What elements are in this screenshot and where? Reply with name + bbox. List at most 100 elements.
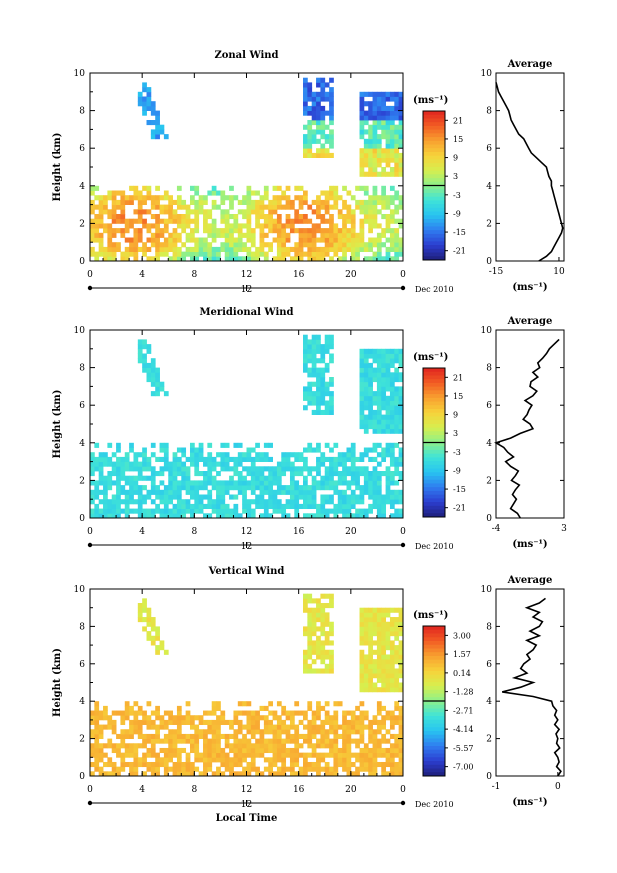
- heatmap-cell: [142, 598, 147, 604]
- heatmap-cell: [176, 466, 182, 472]
- colorbar-segment: [423, 401, 445, 406]
- heatmap-cell: [398, 395, 403, 401]
- y-tick-label: 8: [79, 622, 85, 632]
- heatmap-cell: [94, 503, 100, 509]
- heatmap-cell: [194, 204, 200, 210]
- heatmap-cell: [359, 499, 365, 505]
- heatmap-cell: [346, 480, 352, 486]
- heatmap-cell: [90, 471, 95, 477]
- heatmap-cell: [168, 743, 173, 749]
- heatmap-cell: [159, 757, 165, 763]
- heatmap-cell: [163, 738, 169, 744]
- heatmap-cell: [250, 715, 256, 721]
- heatmap-cell: [159, 724, 165, 730]
- heatmap-cell: [211, 232, 217, 238]
- heatmap-cell: [329, 499, 334, 505]
- heatmap-cell: [329, 91, 334, 97]
- heatmap-cell: [229, 485, 234, 491]
- heatmap-cell: [255, 494, 260, 500]
- heatmap-cell: [276, 503, 282, 509]
- heatmap-cell: [350, 452, 356, 458]
- heatmap-cell: [155, 214, 160, 220]
- heatmap-cell: [320, 372, 326, 378]
- heatmap-cell: [220, 715, 226, 721]
- heatmap-cell: [324, 232, 330, 238]
- heatmap-cell: [142, 344, 147, 350]
- heatmap-cell: [350, 480, 356, 486]
- heatmap-cell: [311, 668, 317, 674]
- heatmap-cell: [181, 214, 187, 220]
- heatmap-cell: [150, 101, 156, 107]
- heatmap-cell: [142, 607, 147, 613]
- heatmap-cell: [276, 195, 282, 201]
- heatmap-cell: [150, 134, 156, 140]
- heatmap-cell: [320, 409, 326, 415]
- heatmap-cell: [389, 96, 395, 102]
- heatmap-cell: [176, 513, 182, 518]
- heatmap-cell: [220, 228, 226, 234]
- heatmap-cell: [303, 391, 308, 397]
- heatmap-cell: [242, 766, 247, 772]
- heatmap-cell: [233, 715, 239, 721]
- day-label: 12: [241, 542, 252, 552]
- heatmap-cell: [394, 414, 400, 420]
- heatmap-cell: [150, 391, 156, 397]
- heatmap-cell: [398, 353, 403, 359]
- heatmap-cell: [316, 645, 321, 651]
- heatmap-cell: [233, 503, 239, 509]
- heatmap-cell: [355, 738, 360, 744]
- heatmap-cell: [124, 733, 130, 740]
- heatmap-cell: [394, 405, 400, 411]
- heatmap-cell: [368, 635, 373, 641]
- heatmap-cell: [94, 214, 100, 220]
- heatmap-cell: [342, 757, 347, 763]
- heatmap-cell: [268, 494, 273, 500]
- heatmap-cell: [394, 91, 400, 97]
- heatmap-cell: [163, 733, 169, 740]
- heatmap-cell: [381, 115, 387, 121]
- heatmap-cell: [129, 766, 134, 772]
- heatmap-cell: [120, 461, 126, 467]
- heatmap-cell: [155, 232, 160, 238]
- heatmap-cell: [233, 461, 239, 467]
- heatmap-cell: [398, 761, 403, 768]
- heatmap-cell: [133, 761, 139, 768]
- heatmap-cell: [346, 471, 352, 477]
- heatmap-cell: [107, 508, 113, 514]
- heatmap-cell: [250, 724, 256, 730]
- heatmap-cell: [307, 242, 313, 248]
- heatmap-cell: [272, 199, 278, 205]
- heatmap-cell: [259, 214, 265, 220]
- heatmap-cell: [242, 733, 247, 740]
- heatmap-cell: [142, 367, 147, 373]
- heatmap-cell: [381, 645, 387, 651]
- heatmap-cell: [220, 719, 226, 725]
- heatmap-cell: [294, 757, 300, 763]
- heatmap-cell: [168, 508, 173, 514]
- heatmap-cell: [316, 640, 321, 646]
- heatmap-cell: [246, 761, 252, 768]
- heatmap-cell: [94, 719, 100, 725]
- heatmap-cell: [268, 719, 273, 725]
- heatmap-cell: [133, 237, 139, 243]
- heatmap-cell: [346, 228, 352, 234]
- heatmap-cell: [255, 499, 260, 505]
- heatmap-cell: [120, 256, 126, 261]
- heatmap-cell: [394, 771, 400, 776]
- heatmap-cell: [316, 251, 321, 257]
- heatmap-cell: [329, 381, 334, 387]
- heatmap-cell: [150, 480, 156, 486]
- heatmap-cell: [372, 134, 378, 140]
- heatmap-cell: [333, 246, 339, 252]
- heatmap-cell: [385, 466, 391, 472]
- heatmap-cell: [207, 503, 213, 509]
- heatmap-cell: [307, 640, 313, 646]
- heatmap-cell: [333, 738, 339, 744]
- heatmap-cell: [176, 214, 182, 220]
- heatmap-cell: [329, 743, 334, 749]
- colorbar-segment: [423, 734, 445, 739]
- heatmap-cell: [159, 456, 165, 462]
- heatmap-cell: [203, 246, 208, 252]
- heatmap-cell: [281, 204, 287, 210]
- heatmap-cell: [316, 358, 321, 364]
